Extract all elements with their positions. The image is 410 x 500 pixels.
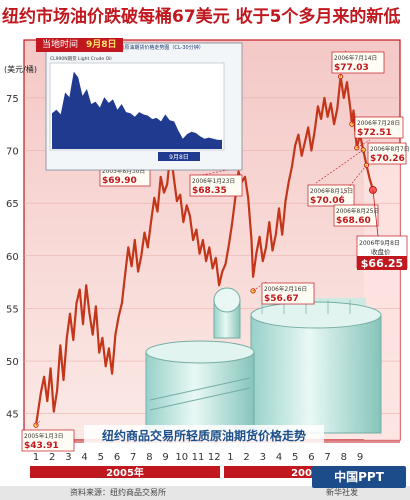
annotation-box [354,116,404,139]
y-axis-label: (美元/桶) [4,64,37,74]
x-tick-label: 7 [324,452,330,463]
year-bar-2005 [30,466,220,478]
tank-decor [250,314,382,434]
price-line [34,75,375,426]
annotation-leader [315,149,364,184]
y-tick-label: 70 [6,147,19,158]
annotation-leader [252,281,267,292]
annotation-date: 2006年9月8日 [359,239,400,247]
annotation-date: 2005年8月30日 [102,167,145,175]
x-tick-label: 9 [357,452,363,463]
annotation-value: $43.91 [24,441,59,451]
inset-subtitle: CL990N期货 Light Crude Oil [50,55,112,62]
oil-tanks-illustration [145,287,382,434]
annotation-value: $56.67 [264,294,299,304]
x-tick-label: 1 [227,452,233,463]
annotation-value: $77.03 [334,63,369,73]
x-tick-label: 11 [192,452,205,463]
annotation-leader [372,189,379,237]
annotation-note: 收盘价 [371,247,391,256]
x-tick-label: 8 [146,452,152,463]
headline: 纽约市场油价跌破每桶67美元 收于5个多月来的新低 [2,7,401,27]
annotation-value: $70.06 [310,196,345,206]
tank-decor [213,287,241,313]
annotation-leader [356,139,371,149]
annotation-date: 2006年1月23日 [192,177,235,185]
date-tag: 当地时间 9月8日 [36,38,123,52]
annotation-value: $69.90 [102,176,137,186]
footer-source: 资料来源：纽约商品交易所 [70,488,166,497]
annotation-box [21,429,75,452]
x-tick-label: 6 [308,452,314,463]
inset-area-series [52,71,222,149]
annotation-box [367,142,407,165]
x-tick-label: 4 [81,452,87,463]
x-tick-label: 3 [65,452,71,463]
x-tick-label: 2 [243,452,249,463]
annotation-leader [335,165,367,204]
annotation-date: 2005年1月3日 [24,432,64,440]
date-tag-value: 9月8日 [86,40,117,50]
tank-decor [145,351,255,433]
annotation-box [331,51,385,74]
annotation-box [307,184,355,207]
annotation-value: $68.60 [336,216,371,226]
inset-axis-banner [158,152,200,161]
annotation-value: $72.51 [357,128,392,138]
annotation-box [333,204,379,227]
annotation-point [349,121,355,127]
annotation-box [189,174,243,197]
y-tick-label: 55 [6,304,19,315]
y-tick-label: 60 [6,252,19,263]
annotation-date: 2006年7月14日 [334,54,377,62]
annotation-leader [35,420,41,426]
y-tick-label: 50 [6,357,19,368]
annotation-date: 2006年8月7日 [370,145,410,153]
x-tick-label: 10 [175,452,188,463]
inset-axis-label: 9月8日 [169,154,189,161]
annotation-date: 2006年8月15日 [310,187,353,195]
x-tick-label: 8 [341,452,347,463]
annotation-box [261,282,315,305]
subtitle-banner [84,425,324,445]
footer: 资料来源：纽约商品交易所 新华社发 [0,486,410,500]
x-tick-label: 5 [98,452,104,463]
year-label-2005: 2005年 [106,466,144,479]
tank-decor [250,301,382,329]
x-tick-label: 5 [292,452,298,463]
annotation-value: $70.26 [370,154,405,164]
annotation-value: $66.25 [361,257,403,270]
annotation-value: $68.35 [192,186,227,196]
annotation-leader [351,113,357,125]
y-tick-label: 75 [6,94,19,105]
x-tick-label: 2 [49,452,55,463]
annotation-date: 2006年7月28日 [357,119,400,127]
tank-decor [149,377,251,411]
x-tick-label: 12 [208,452,221,463]
x-tick-label: 6 [114,452,120,463]
footer-agency: 新华社发 [326,488,358,497]
y-tick-label: 65 [6,199,19,210]
date-tag-label: 当地时间 [42,40,79,50]
chart-title: 纽约商品交易所轻质原油期货价格走势 [102,428,306,443]
x-tick-label: 7 [130,452,136,463]
x-tick-label: 3 [260,452,266,463]
annotation-date: 2006年2月16日 [264,285,307,293]
annotation-highlight [357,256,407,270]
x-tick-label: 4 [276,452,282,463]
x-tick-label: 9 [162,452,168,463]
inset-title: 10月期纽约原油期货价格走势图（CL-30分钟） [98,44,204,51]
tank-decor [145,340,255,364]
x-tick-label: 1 [33,452,39,463]
site-logo: 中国PPT [312,466,406,488]
y-tick-label: 45 [6,410,19,421]
annotation-point [337,73,344,80]
annotation-date: 2006年8月25日 [336,207,379,215]
